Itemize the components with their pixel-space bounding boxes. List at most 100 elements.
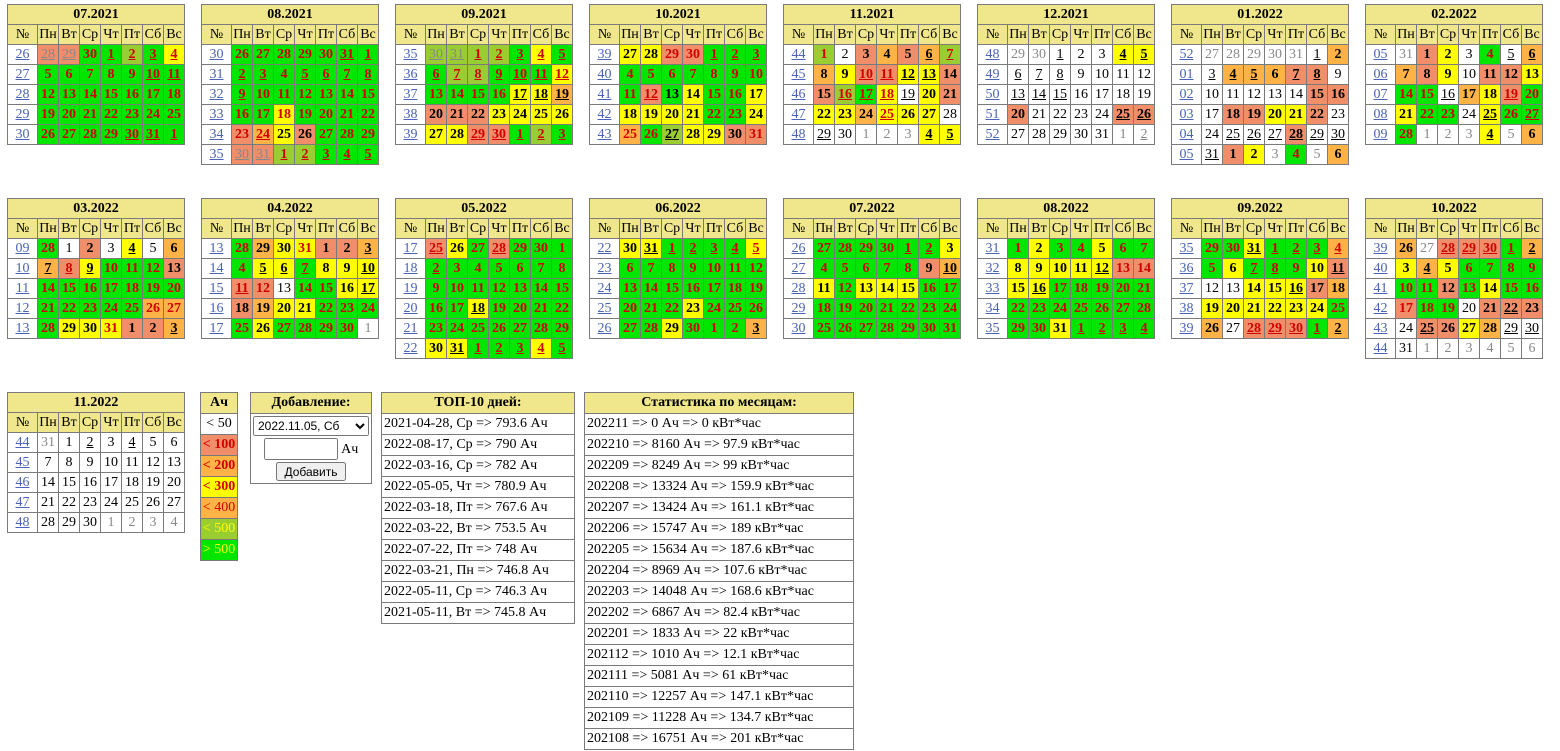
date-select[interactable]: 2022.11.05, Сб xyxy=(253,416,369,436)
week-number-link[interactable]: 05 xyxy=(1373,47,1388,62)
week-number-link[interactable]: 39 xyxy=(1179,321,1194,336)
week-number-link[interactable]: 27 xyxy=(15,67,30,82)
week-number-link[interactable]: 44 xyxy=(791,47,806,62)
week-number-link[interactable]: 03 xyxy=(1179,107,1194,122)
week-number-link[interactable]: 24 xyxy=(597,281,612,296)
week-number-link[interactable]: 34 xyxy=(209,127,224,142)
week-number-link[interactable]: 09 xyxy=(1373,127,1388,142)
week-number-link[interactable]: 28 xyxy=(15,87,30,102)
week-number-link[interactable]: 26 xyxy=(791,241,806,256)
week-number-link[interactable]: 27 xyxy=(791,261,806,276)
day-cell: 2 xyxy=(488,338,510,359)
week-number-link[interactable]: 32 xyxy=(985,261,1000,276)
week-number-link[interactable]: 42 xyxy=(597,107,612,122)
week-number-link[interactable]: 11 xyxy=(15,281,30,296)
week-number-link[interactable]: 05 xyxy=(1179,147,1194,162)
week-number-link[interactable]: 19 xyxy=(403,281,418,296)
day-cell: 7 xyxy=(1028,64,1050,85)
week-number-link[interactable]: 22 xyxy=(597,241,612,256)
week-number-link[interactable]: 17 xyxy=(403,241,418,256)
week-number-link[interactable]: 44 xyxy=(15,435,30,450)
week-number-link[interactable]: 40 xyxy=(597,67,612,82)
week-number-link[interactable]: 45 xyxy=(15,455,30,470)
day-cell: 22 xyxy=(1049,104,1071,125)
week-number-link[interactable]: 39 xyxy=(597,47,612,62)
week-number-link[interactable]: 39 xyxy=(1373,241,1388,256)
week-number-link[interactable]: 48 xyxy=(15,515,30,530)
week-number-link[interactable]: 35 xyxy=(985,321,1000,336)
week-number-link[interactable]: 16 xyxy=(209,301,224,316)
week-number-link[interactable]: 35 xyxy=(403,47,418,62)
week-number-link[interactable]: 09 xyxy=(15,241,30,256)
week-number-link[interactable]: 38 xyxy=(403,107,418,122)
week-number-link[interactable]: 26 xyxy=(597,321,612,336)
day-cell: 18 xyxy=(619,104,641,125)
week-number-link[interactable]: 40 xyxy=(1373,261,1388,276)
week-number-link[interactable]: 29 xyxy=(15,107,30,122)
week-number-link[interactable]: 39 xyxy=(403,127,418,142)
day-cell: 28 xyxy=(530,318,552,339)
week-number-link[interactable]: 46 xyxy=(791,87,806,102)
week-number-link[interactable]: 43 xyxy=(1373,321,1388,336)
week-number-link[interactable]: 32 xyxy=(209,87,224,102)
week-number-link[interactable]: 52 xyxy=(985,127,1000,142)
week-number-link[interactable]: 20 xyxy=(403,301,418,316)
week-number-link[interactable]: 41 xyxy=(1373,281,1388,296)
week-number-link[interactable]: 10 xyxy=(15,261,30,276)
week-number-link[interactable]: 30 xyxy=(791,321,806,336)
week-number-link[interactable]: 52 xyxy=(1179,47,1194,62)
week-number-link[interactable]: 46 xyxy=(15,475,30,490)
week-number-link[interactable]: 31 xyxy=(209,67,224,82)
day-cell: 27 xyxy=(315,124,337,145)
week-number-link[interactable]: 13 xyxy=(15,321,30,336)
week-number-link[interactable]: 45 xyxy=(791,67,806,82)
week-number-link[interactable]: 29 xyxy=(791,301,806,316)
week-number-link[interactable]: 48 xyxy=(791,127,806,142)
week-number-link[interactable]: 12 xyxy=(15,301,30,316)
week-number-link[interactable]: 17 xyxy=(209,321,224,336)
week-number-link[interactable]: 28 xyxy=(791,281,806,296)
day-cell: 1 xyxy=(1112,124,1134,145)
week-number-link[interactable]: 50 xyxy=(985,87,1000,102)
week-number-link[interactable]: 18 xyxy=(403,261,418,276)
week-number-link[interactable]: 34 xyxy=(985,301,1000,316)
week-number-link[interactable]: 36 xyxy=(1179,261,1194,276)
week-number-link[interactable]: 33 xyxy=(209,107,224,122)
week-number-link[interactable]: 22 xyxy=(403,341,418,356)
week-number-link[interactable]: 07 xyxy=(1373,87,1388,102)
week-number-link[interactable]: 30 xyxy=(15,127,30,142)
week-number-link[interactable]: 26 xyxy=(15,47,30,62)
week-number-link[interactable]: 37 xyxy=(1179,281,1194,296)
week-number-link[interactable]: 51 xyxy=(985,107,1000,122)
week-number-link[interactable]: 30 xyxy=(209,47,224,62)
week-number-link[interactable]: 02 xyxy=(1179,87,1194,102)
week-number-link[interactable]: 42 xyxy=(1373,301,1388,316)
amount-input[interactable] xyxy=(263,438,338,460)
week-number-link[interactable]: 37 xyxy=(403,87,418,102)
week-number-link[interactable]: 38 xyxy=(1179,301,1194,316)
week-number-link[interactable]: 35 xyxy=(1179,241,1194,256)
week-number-link[interactable]: 41 xyxy=(597,87,612,102)
week-number-link[interactable]: 13 xyxy=(209,241,224,256)
week-number-link[interactable]: 14 xyxy=(209,261,224,276)
week-number-link[interactable]: 08 xyxy=(1373,107,1388,122)
week-number-link[interactable]: 21 xyxy=(403,321,418,336)
week-number-link[interactable]: 06 xyxy=(1373,67,1388,82)
week-number-link[interactable]: 47 xyxy=(791,107,806,122)
week-number-link[interactable]: 43 xyxy=(597,127,612,142)
week-number-link[interactable]: 35 xyxy=(209,147,224,162)
week-number-link[interactable]: 01 xyxy=(1179,67,1194,82)
week-number-link[interactable]: 25 xyxy=(597,301,612,316)
day-cell: 1 xyxy=(100,44,122,65)
add-button[interactable]: Добавить xyxy=(276,462,346,481)
week-number-link[interactable]: 47 xyxy=(15,495,30,510)
week-number-link[interactable]: 49 xyxy=(985,67,1000,82)
week-number-link[interactable]: 31 xyxy=(985,241,1000,256)
week-number-link[interactable]: 48 xyxy=(985,47,1000,62)
week-number-link[interactable]: 44 xyxy=(1373,341,1388,356)
week-number-link[interactable]: 15 xyxy=(209,281,224,296)
week-number-link[interactable]: 36 xyxy=(403,67,418,82)
week-number-link[interactable]: 04 xyxy=(1179,127,1194,142)
week-number-link[interactable]: 23 xyxy=(597,261,612,276)
week-number-link[interactable]: 33 xyxy=(985,281,1000,296)
